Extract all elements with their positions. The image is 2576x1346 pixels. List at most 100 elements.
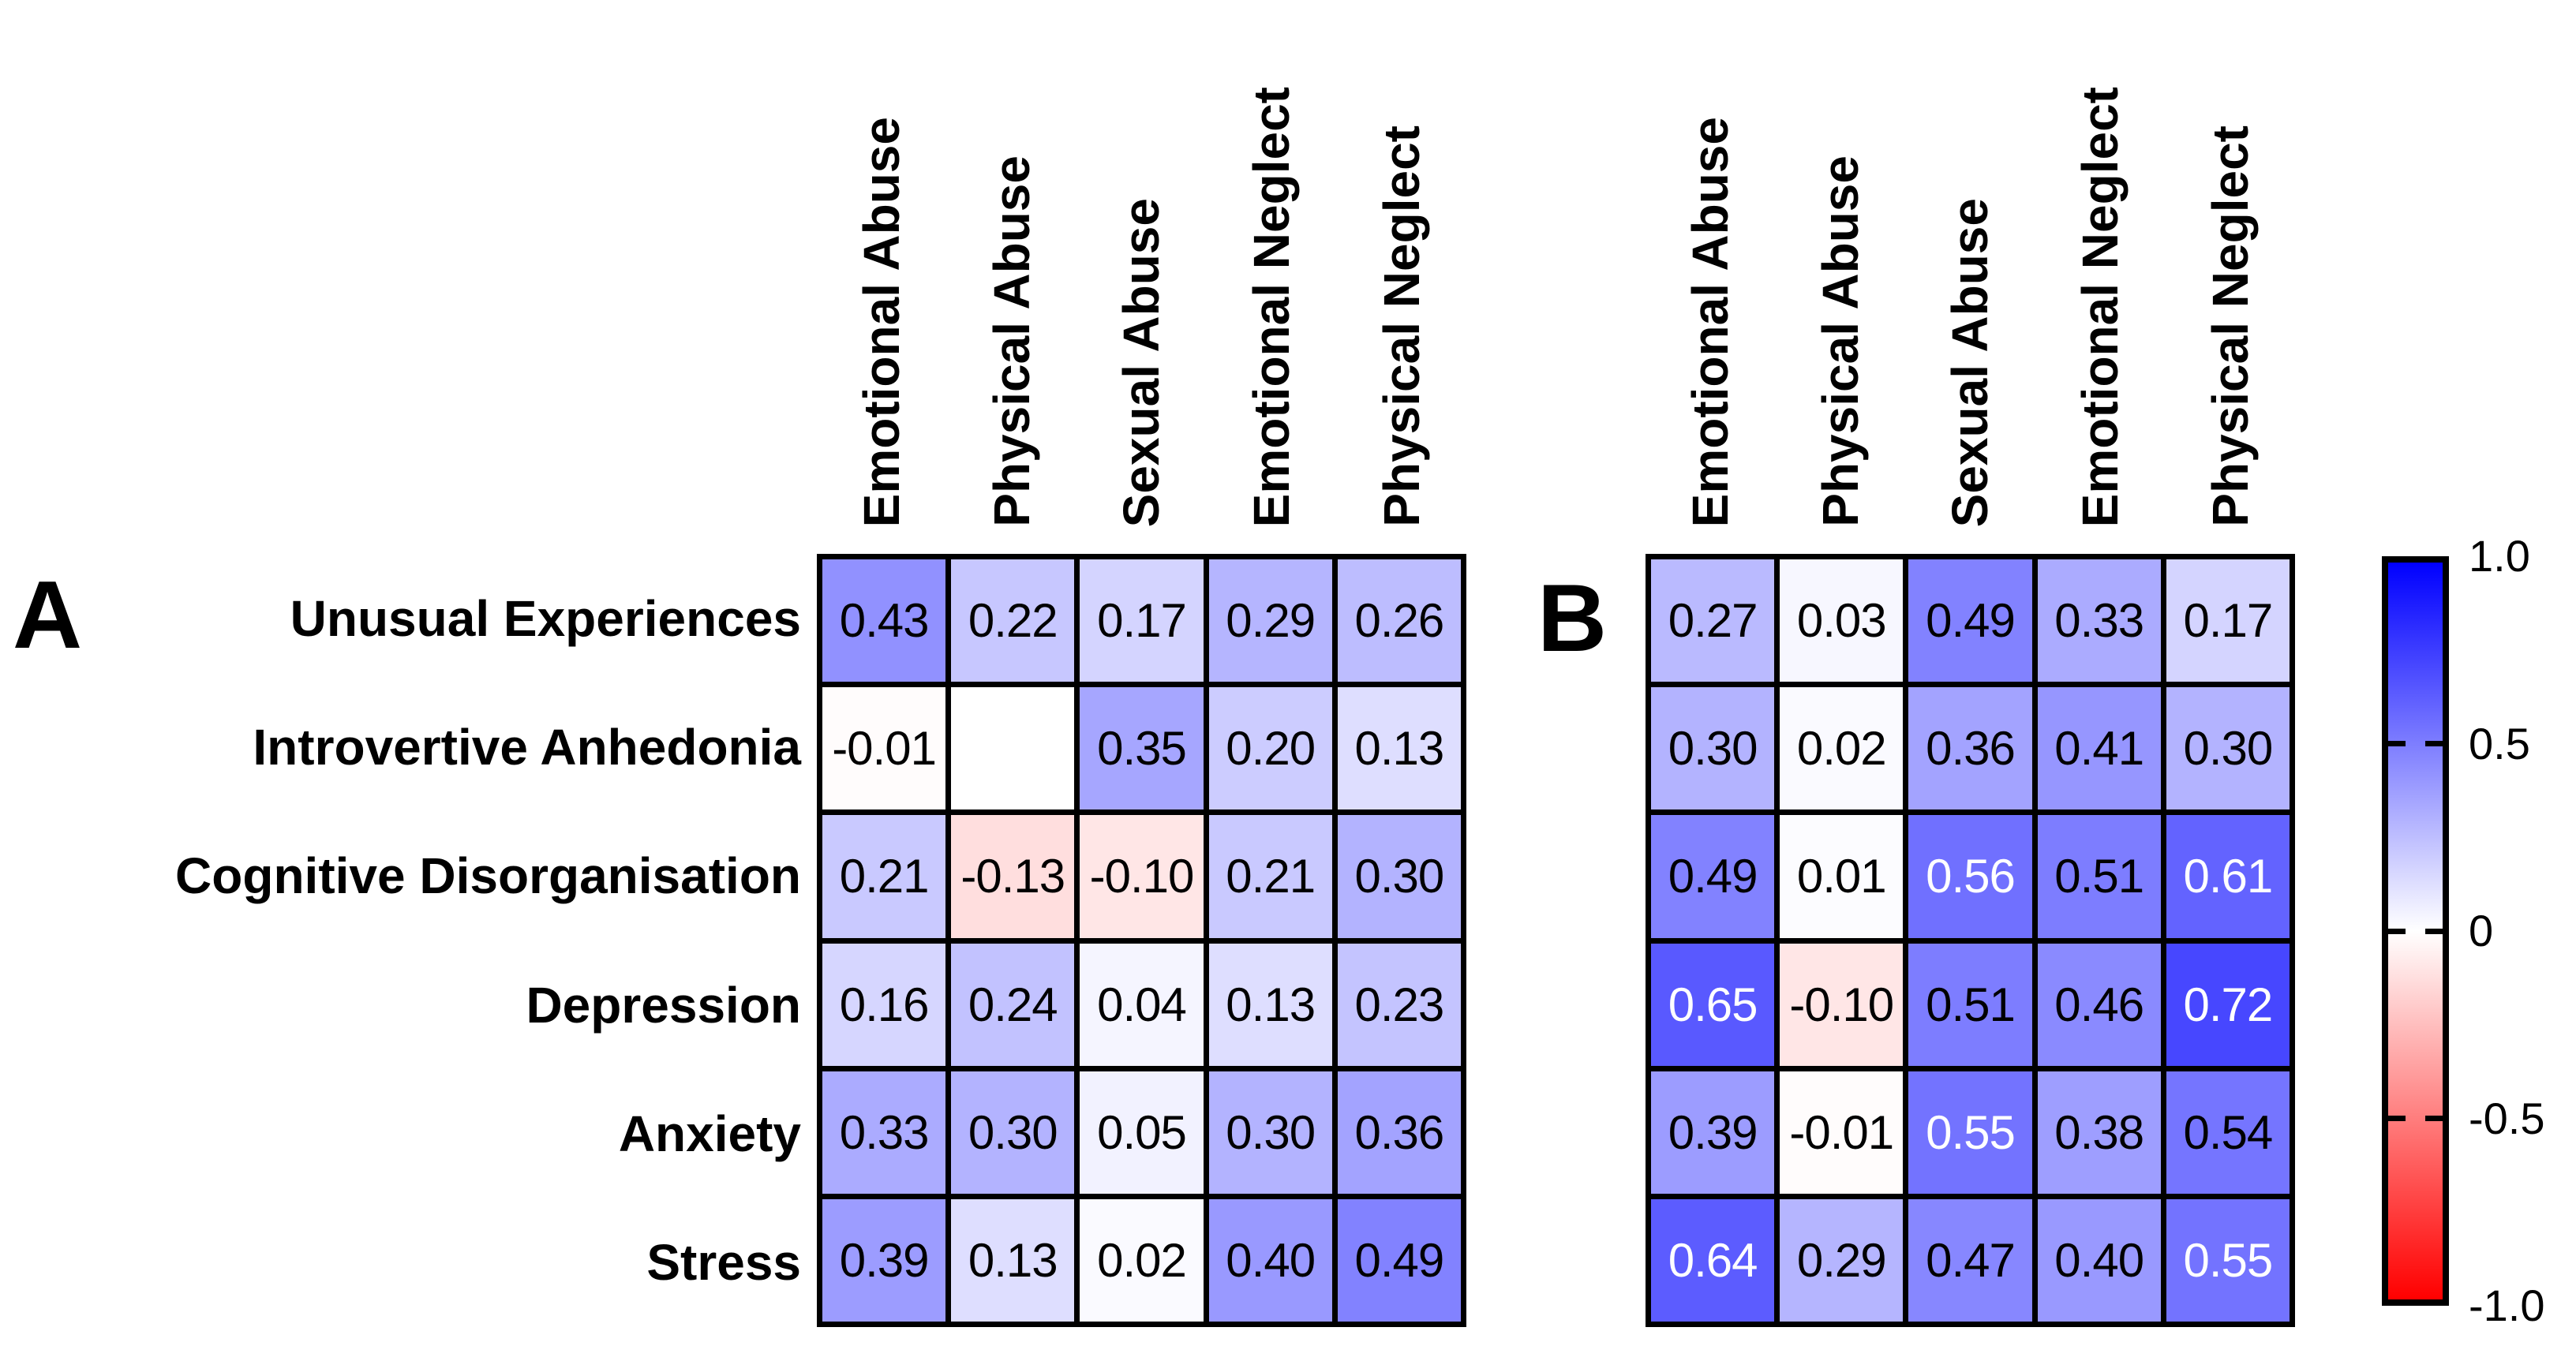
column-header: Emotional Neglect — [1207, 0, 1337, 527]
colorbar-tick — [2388, 741, 2406, 746]
heatmap-cell — [951, 687, 1075, 810]
heatmap-cell: -0.10 — [1780, 943, 1904, 1066]
panel-a-label: A — [13, 561, 83, 668]
column-header: Physical Neglect — [2165, 0, 2295, 527]
heatmap-cell: -0.10 — [1080, 815, 1204, 938]
column-headers-panel-a: Emotional Abuse Physical Abuse Sexual Abus… — [817, 0, 1466, 527]
column-header-text: Emotional Abuse — [1682, 116, 1739, 527]
column-header: Emotional Abuse — [817, 0, 947, 527]
column-header-text: Physical Abuse — [983, 155, 1040, 527]
heatmap-cell: 0.49 — [1337, 1198, 1461, 1322]
heatmap-cell: 0.13 — [1337, 687, 1461, 810]
heatmap-cell: 0.49 — [1908, 559, 2032, 682]
heatmap-cell: -0.01 — [1780, 1071, 1904, 1194]
heatmap-cell: -0.13 — [951, 815, 1075, 938]
heatmap-cell: 0.05 — [1080, 1071, 1204, 1194]
heatmap-cell: 0.20 — [1208, 687, 1332, 810]
heatmap-cell: 0.35 — [1080, 687, 1204, 810]
column-headers-panel-b: Emotional Abuse Physical Abuse Sexual Abus… — [1646, 0, 2295, 527]
heatmap-cell: 0.30 — [951, 1071, 1075, 1194]
heatmap-cell: 0.49 — [1651, 815, 1775, 938]
column-header: Physical Abuse — [1776, 0, 1906, 527]
heatmap-cell: 0.39 — [822, 1198, 946, 1322]
column-header-text: Physical Abuse — [1811, 155, 1869, 527]
heatmap-cell: 0.17 — [2166, 559, 2290, 682]
heatmap-cell: 0.16 — [822, 943, 946, 1066]
heatmap-cell: 0.29 — [1780, 1198, 1904, 1322]
colorbar-tick — [2425, 1116, 2443, 1121]
column-header-text: Physical Neglect — [2201, 125, 2259, 527]
heatmap-cell: 0.36 — [1337, 1071, 1461, 1194]
column-header-text: Physical Neglect — [1372, 125, 1430, 527]
colorbar-tick-label: 0 — [2469, 906, 2494, 955]
column-header: Emotional Neglect — [2035, 0, 2166, 527]
heatmap-cell: 0.30 — [1337, 815, 1461, 938]
heatmap-panel-b: 0.27 0.03 0.49 0.33 0.17 0.30 0.02 0.36 0.41 0.30… — [1646, 554, 2295, 1327]
heatmap-cell: 0.30 — [1651, 687, 1775, 810]
row-labels: Unusual Experiences Introvertive Anhedoni… — [0, 554, 801, 1327]
heatmap-cell: 0.43 — [822, 559, 946, 682]
heatmap-cell: 0.30 — [1208, 1071, 1332, 1194]
colorbar-tick — [2388, 928, 2406, 934]
column-header: Physical Neglect — [1336, 0, 1466, 527]
heatmap-cell: 0.56 — [1908, 815, 2032, 938]
colorbar-tick-label: 0.5 — [2469, 718, 2530, 768]
heatmap-cell: 0.26 — [1337, 559, 1461, 682]
row-label: Anxiety — [618, 1105, 801, 1162]
colorbar-tick — [2388, 1116, 2406, 1121]
heatmap-cell: 0.24 — [951, 943, 1075, 1066]
heatmap-cell: 0.54 — [2166, 1071, 2290, 1194]
heatmap-cell: 0.27 — [1651, 559, 1775, 682]
heatmap-cell: 0.13 — [951, 1198, 1075, 1322]
heatmap-cell: 0.21 — [822, 815, 946, 938]
heatmap-cell: 0.61 — [2166, 815, 2290, 938]
heatmap-cell: 0.51 — [1908, 943, 2032, 1066]
heatmap-cell: 0.03 — [1780, 559, 1904, 682]
colorbar-tick — [2425, 741, 2443, 746]
row-label: Unusual Experiences — [290, 589, 801, 647]
colorbar-tick-label: -1.0 — [2469, 1281, 2545, 1330]
column-header: Sexual Abuse — [1076, 0, 1207, 527]
heatmap-cell: 0.23 — [1337, 943, 1461, 1066]
column-header: Physical Abuse — [947, 0, 1077, 527]
heatmap-cell: 0.02 — [1780, 687, 1904, 810]
panel-b-label: B — [1537, 564, 1608, 671]
heatmap-cell: 0.47 — [1908, 1198, 2032, 1322]
heatmap-cell: 0.39 — [1651, 1071, 1775, 1194]
column-header-text: Emotional Neglect — [1243, 86, 1301, 527]
colorbar-tick-label: -0.5 — [2469, 1093, 2545, 1143]
column-header: Emotional Abuse — [1646, 0, 1776, 527]
row-label: Stress — [646, 1234, 801, 1292]
heatmap-cell: 0.01 — [1780, 815, 1904, 938]
row-label: Cognitive Disorganisation — [175, 847, 801, 905]
heatmap-cell: 0.36 — [1908, 687, 2032, 810]
heatmap-cell: 0.38 — [2037, 1071, 2161, 1194]
heatmap-cell: 0.40 — [2037, 1198, 2161, 1322]
column-header-text: Sexual Abuse — [1113, 197, 1170, 527]
column-header-text: Emotional Neglect — [2072, 86, 2129, 527]
heatmap-cell: 0.30 — [2166, 687, 2290, 810]
heatmap-cell: 0.65 — [1651, 943, 1775, 1066]
heatmap-cell: 0.04 — [1080, 943, 1204, 1066]
colorbar-tick — [2425, 928, 2443, 934]
colorbar-tick-label: 1.0 — [2469, 531, 2530, 581]
column-header: Sexual Abuse — [1905, 0, 2035, 527]
heatmap-cell: 0.64 — [1651, 1198, 1775, 1322]
heatmap-cell: 0.55 — [1908, 1071, 2032, 1194]
heatmap-cell: 0.55 — [2166, 1198, 2290, 1322]
heatmap-cell: 0.51 — [2037, 815, 2161, 938]
heatmap-cell: 0.46 — [2037, 943, 2161, 1066]
heatmap-cell: 0.13 — [1208, 943, 1332, 1066]
heatmap-cell: 0.41 — [2037, 687, 2161, 810]
row-label: Introvertive Anhedonia — [253, 718, 801, 776]
row-label: Depression — [526, 976, 801, 1034]
heatmap-cell: 0.21 — [1208, 815, 1332, 938]
heatmap-cell: 0.17 — [1080, 559, 1204, 682]
heatmap-panel-a: 0.43 0.22 0.17 0.29 0.26 -0.01 0.35 0.20 0.13 0.2… — [817, 554, 1466, 1327]
heatmap-cell: -0.01 — [822, 687, 946, 810]
heatmap-cell: 0.33 — [822, 1071, 946, 1194]
heatmap-cell: 0.33 — [2037, 559, 2161, 682]
heatmap-cell: 0.02 — [1080, 1198, 1204, 1322]
column-header-text: Emotional Abuse — [853, 116, 911, 527]
